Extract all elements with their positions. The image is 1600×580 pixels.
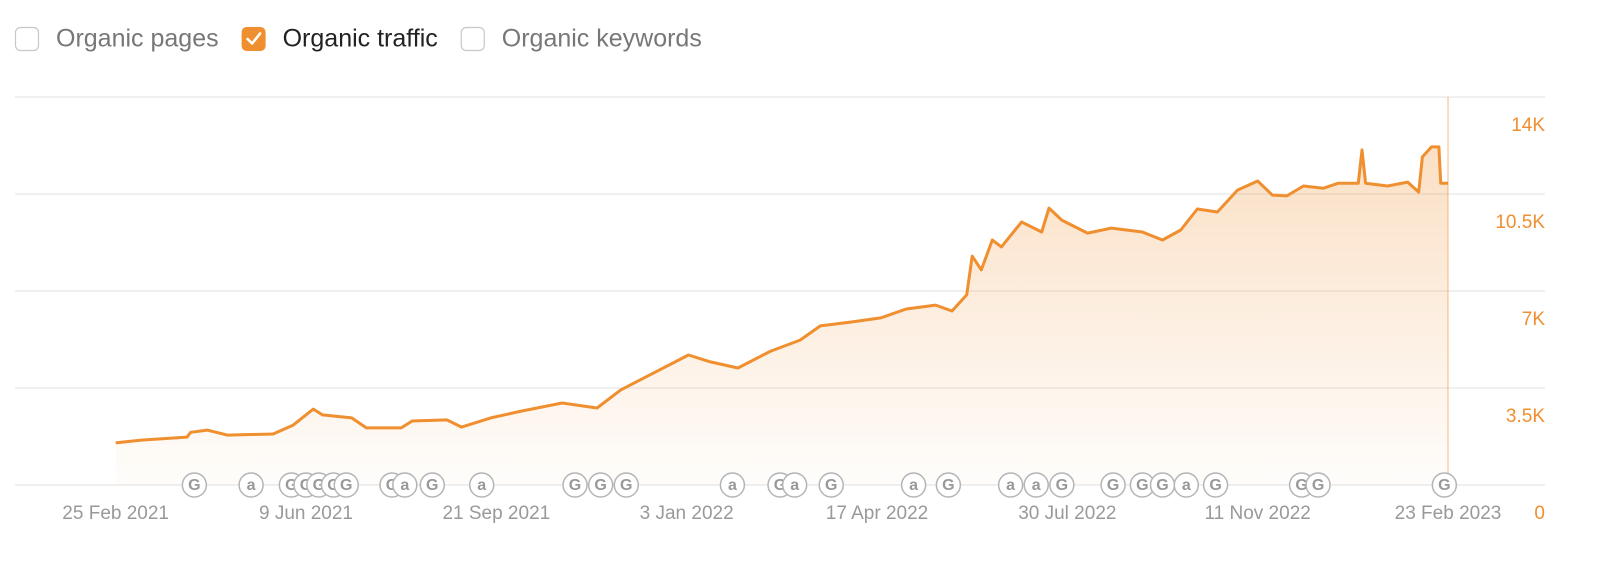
x-tick-label: 3 Jan 2022: [640, 503, 734, 524]
event-marker-circle[interactable]: [1049, 472, 1075, 498]
line: [115, 145, 1448, 445]
checkbox[interactable]: Organic keywords: [460, 25, 702, 53]
y-tick-label: 7K: [1522, 309, 1546, 330]
event-marker-label[interactable]: G: [1056, 477, 1068, 494]
event-marker-circle[interactable]: [997, 472, 1024, 498]
event-marker[interactable]: G: [1049, 472, 1075, 498]
checkbox-box[interactable]: [460, 26, 485, 52]
event-marker[interactable]: a: [238, 472, 264, 498]
event-marker-label[interactable]: a: [1006, 477, 1015, 494]
y-tick-label: 14K: [1511, 115, 1545, 136]
event-marker-label[interactable]: a: [247, 477, 256, 494]
event-marker-label[interactable]: G: [188, 477, 200, 494]
event-marker-circle[interactable]: [613, 472, 640, 498]
event-marker-circle[interactable]: [587, 472, 614, 498]
event-marker-label[interactable]: G: [594, 477, 606, 494]
event-marker-label[interactable]: G: [426, 477, 438, 494]
event-marker[interactable]: a: [392, 472, 418, 498]
event-marker-circle[interactable]: [1431, 472, 1458, 498]
event-marker[interactable]: G: [818, 472, 844, 498]
event-marker-label[interactable]: a: [400, 477, 409, 494]
event-marker-circle[interactable]: [392, 472, 418, 498]
event-marker-circle[interactable]: [1100, 472, 1126, 498]
event-marker[interactable]: G: [1202, 472, 1229, 498]
checkbox[interactable]: Organic pages: [14, 25, 219, 53]
y-tick-label: 0: [1534, 503, 1545, 524]
event-marker-label[interactable]: G: [825, 477, 837, 494]
event-marker[interactable]: a: [1173, 472, 1200, 498]
event-marker-label[interactable]: G: [1312, 477, 1324, 494]
event-marker-circle[interactable]: [935, 472, 962, 498]
event-marker-label[interactable]: a: [1182, 477, 1191, 494]
event-marker-circle[interactable]: [181, 472, 208, 498]
event-marker-label[interactable]: a: [790, 477, 799, 494]
event-marker[interactable]: a: [900, 472, 927, 498]
event-marker-circle[interactable]: [818, 472, 844, 498]
x-tick-label: 9 Jun 2021: [259, 503, 353, 524]
event-marker-circle[interactable]: [1305, 472, 1331, 498]
x-tick-label: 11 Nov 2022: [1204, 503, 1310, 524]
event-marker-label[interactable]: G: [1209, 477, 1221, 494]
checkbox-box[interactable]: [241, 27, 266, 51]
event-marker[interactable]: G: [419, 472, 446, 498]
event-marker-circle[interactable]: [1173, 472, 1200, 498]
event-marker[interactable]: G: [1305, 472, 1331, 498]
event-marker-label[interactable]: G: [620, 477, 632, 494]
event-marker-label[interactable]: G: [1295, 477, 1307, 494]
x-tick-label: 21 Sep 2021: [442, 503, 550, 524]
checkbox[interactable]: Organic traffic: [241, 25, 438, 53]
event-marker[interactable]: a: [997, 472, 1024, 498]
event-marker-label[interactable]: a: [477, 477, 486, 494]
event-marker[interactable]: a: [719, 472, 746, 498]
event-marker-circle[interactable]: [468, 472, 495, 498]
area: [115, 146, 1449, 485]
event-marker-label[interactable]: G: [340, 477, 352, 494]
event-marker[interactable]: G: [1431, 472, 1458, 498]
event-marker-circle[interactable]: [719, 472, 746, 498]
event-marker-label[interactable]: G: [1156, 477, 1168, 494]
event-marker[interactable]: G: [587, 472, 614, 498]
event-marker[interactable]: G: [333, 472, 360, 498]
event-marker-label[interactable]: a: [1032, 477, 1041, 494]
x-tick-label: 23 Feb 2023: [1395, 503, 1502, 524]
event-marker-label[interactable]: G: [1136, 477, 1148, 494]
event-marker[interactable]: G: [613, 472, 640, 498]
x-tick-label: 25 Feb 2021: [62, 503, 169, 524]
event-marker-label[interactable]: G: [1107, 477, 1119, 494]
event-marker[interactable]: G: [935, 472, 962, 498]
event-marker-circle[interactable]: [781, 472, 808, 498]
event-marker-label[interactable]: G: [569, 477, 581, 494]
x-tick-label: 17 Apr 2022: [826, 503, 928, 524]
event-marker-circle[interactable]: [238, 472, 264, 498]
event-marker-circle[interactable]: [562, 472, 588, 498]
event-marker-label[interactable]: G: [942, 477, 954, 494]
event-marker-circle[interactable]: [1023, 472, 1049, 498]
event-marker-circle[interactable]: [419, 472, 446, 498]
x-tick-label: 30 Jul 2022: [1018, 503, 1116, 524]
event-marker[interactable]: a: [468, 472, 495, 498]
y-tick-label: 3.5K: [1506, 406, 1545, 427]
event-marker-circle[interactable]: [900, 472, 927, 498]
event-marker-circle[interactable]: [333, 472, 360, 498]
event-marker[interactable]: G: [1149, 472, 1176, 498]
event-marker[interactable]: G: [181, 472, 208, 498]
event-marker-label[interactable]: a: [728, 477, 737, 494]
event-marker[interactable]: a: [781, 472, 808, 498]
checkbox-label[interactable]: Organic traffic: [283, 25, 438, 53]
checkbox-label[interactable]: Organic pages: [56, 25, 219, 53]
checkmark: [246, 32, 262, 45]
y-tick-label: 10.5K: [1495, 212, 1545, 233]
checkbox-box[interactable]: [14, 26, 40, 52]
event-marker[interactable]: G: [562, 472, 588, 498]
event-marker-circle[interactable]: [1202, 472, 1229, 498]
event-marker[interactable]: G: [1100, 472, 1126, 498]
event-marker-label[interactable]: a: [909, 477, 918, 494]
event-marker-label[interactable]: G: [1438, 477, 1450, 494]
checkbox-label[interactable]: Organic keywords: [502, 25, 702, 53]
event-marker[interactable]: a: [1023, 472, 1049, 498]
